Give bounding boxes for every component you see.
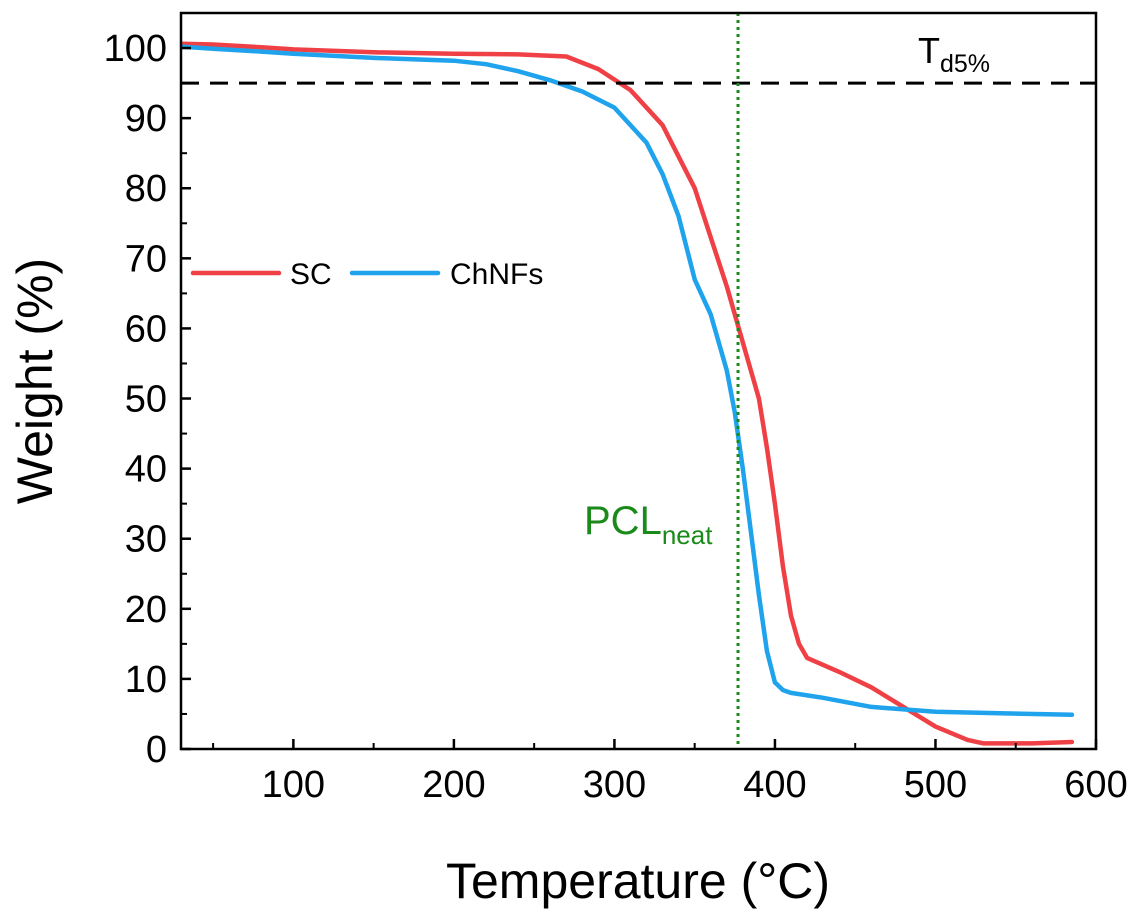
series-line-chnfs xyxy=(181,44,1075,717)
series-layer xyxy=(181,41,1075,746)
reference-line-label: PCLneat xyxy=(584,499,713,550)
y-tick-label: 90 xyxy=(125,98,167,140)
y-tick-label: 100 xyxy=(104,28,167,70)
series-line-sc xyxy=(181,41,1075,746)
y-tick-label: 30 xyxy=(125,519,167,561)
legend: SC ChNFs xyxy=(190,258,543,291)
y-tick-label: 70 xyxy=(125,238,167,280)
x-axis-title: Temperature (°C) xyxy=(446,853,830,909)
reference-lines: Td5% PCLneat xyxy=(181,13,1096,749)
x-tick-label: 100 xyxy=(262,764,325,806)
legend-label-chnfs: ChNFs xyxy=(450,258,543,291)
threshold-label: Td5% xyxy=(918,30,990,78)
y-tick-label: 80 xyxy=(125,168,167,210)
axis-ticks: 100 200 300 400 500 600 0 10 20 30 40 50 60 70 80 90 100 xyxy=(104,28,1128,806)
y-tick-label: 60 xyxy=(125,308,167,350)
y-tick-label: 0 xyxy=(146,729,167,771)
x-tick-label: 300 xyxy=(583,764,646,806)
y-tick-label: 50 xyxy=(125,379,167,421)
x-tick-label: 500 xyxy=(904,764,967,806)
x-tick-label: 600 xyxy=(1064,764,1127,806)
y-tick-label: 10 xyxy=(125,659,167,701)
plot-frame xyxy=(179,11,1098,751)
legend-label-sc: SC xyxy=(290,258,332,291)
x-tick-label: 200 xyxy=(422,764,485,806)
y-tick-label: 20 xyxy=(125,589,167,631)
y-tick-label: 40 xyxy=(125,449,167,491)
y-axis-title: Weight (%) xyxy=(7,258,63,504)
x-tick-label: 400 xyxy=(743,764,806,806)
